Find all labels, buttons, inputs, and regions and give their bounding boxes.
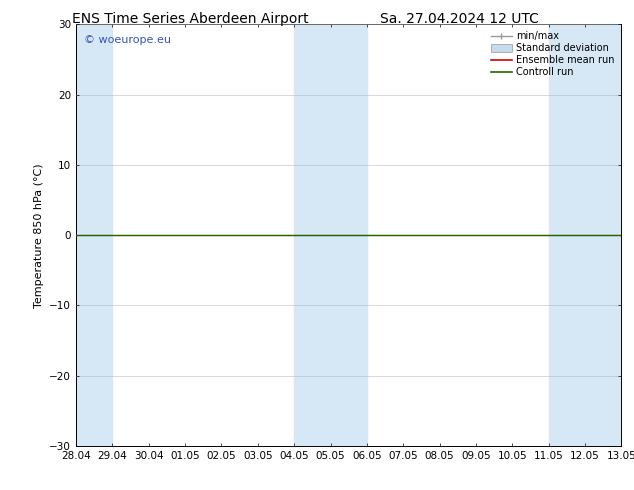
Text: ENS Time Series Aberdeen Airport: ENS Time Series Aberdeen Airport (72, 12, 309, 26)
Text: © woeurope.eu: © woeurope.eu (84, 35, 171, 45)
Bar (294, 24, 367, 446)
Bar (76, 24, 112, 446)
Legend: min/max, Standard deviation, Ensemble mean run, Controll run: min/max, Standard deviation, Ensemble me… (489, 29, 616, 79)
Text: Sa. 27.04.2024 12 UTC: Sa. 27.04.2024 12 UTC (380, 12, 539, 26)
Bar (548, 24, 621, 446)
Y-axis label: Temperature 850 hPa (°C): Temperature 850 hPa (°C) (34, 163, 44, 308)
